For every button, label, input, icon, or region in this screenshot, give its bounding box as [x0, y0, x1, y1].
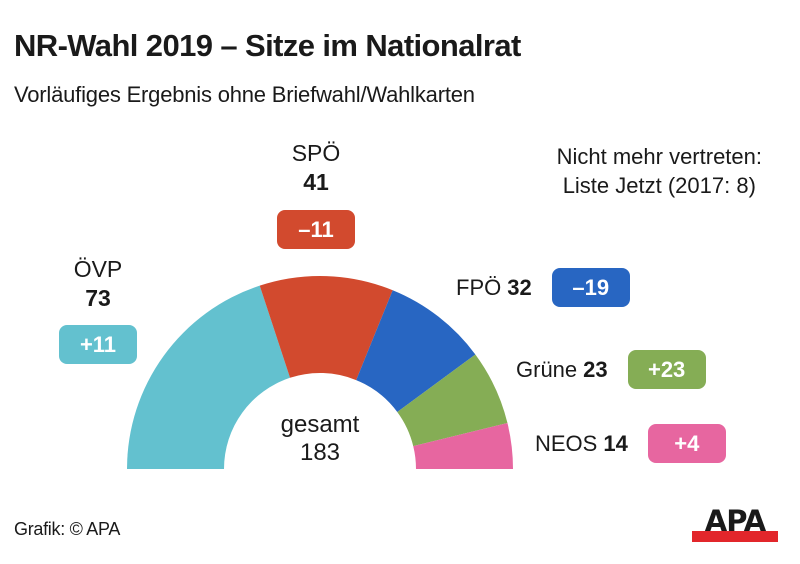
- party-name-oevp: ÖVP: [73, 256, 123, 282]
- party-seats-neos: 14: [603, 430, 628, 456]
- party-name-gruene: Grüne: [516, 356, 578, 382]
- slice-spoe: [259, 276, 393, 381]
- page-title: NR-Wahl 2019 – Sitze im Nationalrat: [14, 28, 521, 63]
- note-line-2: Liste Jetzt (2017: 8): [562, 173, 756, 198]
- note-line-1: Nicht mehr vertreten:: [556, 144, 762, 169]
- slice-neos: [413, 423, 513, 469]
- page-subtitle: Vorläufiges Ergebnis ohne Briefwahl/Wahl…: [14, 82, 475, 107]
- slice-fpoe: [356, 290, 476, 413]
- change-badge-neos: +4: [647, 424, 726, 463]
- change-badge-spoe: –11: [277, 210, 355, 249]
- party-name-neos: NEOS: [535, 430, 598, 456]
- apa-logo-bar: [692, 531, 778, 542]
- apa-logo: APA: [692, 504, 778, 548]
- change-badge-oevp: +11: [59, 325, 137, 364]
- party-name-spoe: SPÖ: [291, 140, 341, 166]
- party-name-fpoe: FPÖ: [456, 274, 502, 300]
- total-seats-label: gesamt 183: [250, 411, 390, 467]
- change-badge-gruene: +23: [627, 350, 706, 389]
- label-oevp: ÖVP 73 +11: [48, 256, 148, 364]
- graphic-credit: Grafik: © APA: [14, 519, 121, 539]
- not-represented-note: Nicht mehr vertreten: Liste Jetzt (2017:…: [557, 142, 762, 200]
- apa-logo-text: APA: [704, 504, 766, 538]
- total-caption: gesamt: [280, 411, 360, 438]
- slice-gruene: [397, 354, 508, 447]
- label-neos: NEOS 14 +4: [535, 424, 726, 463]
- party-seats-fpoe: 32: [507, 274, 532, 300]
- party-seats-spoe: 41: [303, 169, 329, 195]
- slice-oevp: [127, 285, 291, 469]
- total-value: 183: [299, 439, 341, 466]
- label-fpoe: FPÖ 32 –19: [456, 268, 630, 307]
- party-seats-oevp: 73: [85, 285, 111, 311]
- change-badge-fpoe: –19: [551, 268, 630, 307]
- label-gruene: Grüne 23 +23: [516, 350, 706, 389]
- label-spoe: SPÖ 41 –11: [266, 140, 366, 249]
- party-seats-gruene: 23: [583, 356, 608, 382]
